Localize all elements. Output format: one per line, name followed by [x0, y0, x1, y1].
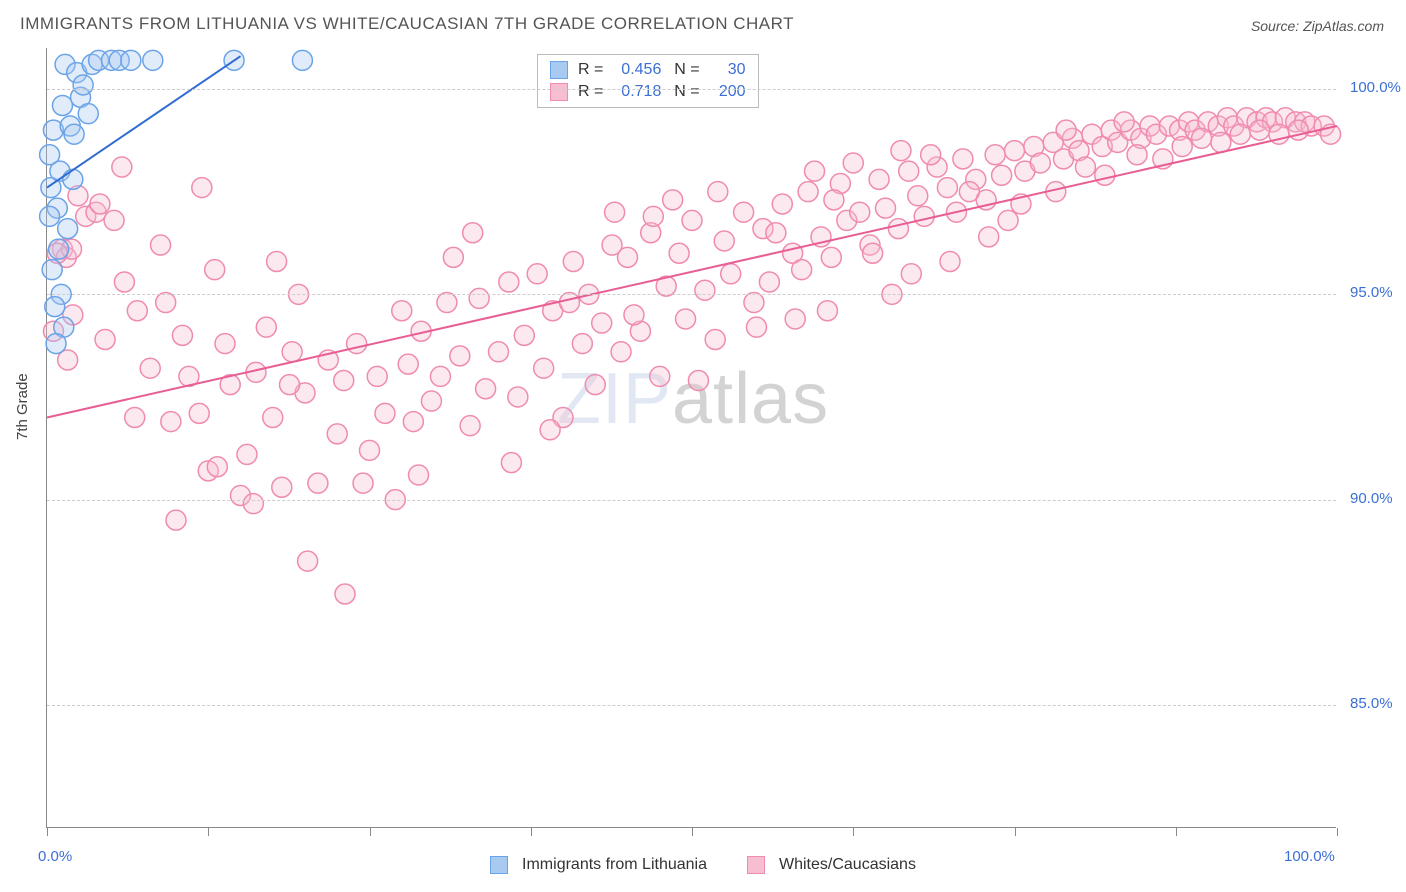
- y-axis-title: 7th Grade: [14, 373, 31, 440]
- grid-line: [47, 294, 1336, 295]
- r-label: R =: [578, 81, 603, 103]
- x-tick-label: 100.0%: [1284, 848, 1335, 865]
- n-value-2: 200: [704, 81, 746, 103]
- y-tick-label: 95.0%: [1350, 284, 1393, 301]
- x-tick: [1176, 828, 1177, 836]
- n-label: N =: [665, 59, 699, 81]
- grid-line: [47, 89, 1336, 90]
- legend-item-1: Immigrants from Lithuania: [490, 856, 707, 874]
- x-tick: [47, 828, 48, 836]
- legend-label-1: Immigrants from Lithuania: [522, 856, 707, 874]
- x-tick: [692, 828, 693, 836]
- source-label: Source: ZipAtlas.com: [1251, 18, 1384, 34]
- chart-svg: [47, 48, 1336, 827]
- swatch-series-2: [550, 83, 568, 101]
- y-tick-label: 90.0%: [1350, 490, 1393, 507]
- chart-title: IMMIGRANTS FROM LITHUANIA VS WHITE/CAUCA…: [20, 14, 794, 34]
- stats-legend: R = 0.456 N = 30 R = 0.718 N = 200: [537, 54, 759, 108]
- x-tick: [853, 828, 854, 836]
- r-value-1: 0.456: [607, 59, 661, 81]
- r-label: R =: [578, 59, 603, 81]
- y-tick-label: 100.0%: [1350, 79, 1401, 96]
- grid-line: [47, 500, 1336, 501]
- legend-item-2: Whites/Caucasians: [747, 856, 916, 874]
- n-value-1: 30: [704, 59, 746, 81]
- x-tick: [531, 828, 532, 836]
- x-tick: [1337, 828, 1338, 836]
- grid-line: [47, 705, 1336, 706]
- swatch-icon: [747, 856, 765, 874]
- x-tick: [1015, 828, 1016, 836]
- plot-area: ZIPatlas R = 0.456 N = 30 R = 0.718 N = …: [46, 48, 1336, 828]
- x-tick: [208, 828, 209, 836]
- r-value-2: 0.718: [607, 81, 661, 103]
- x-tick: [370, 828, 371, 836]
- y-tick-label: 85.0%: [1350, 695, 1393, 712]
- swatch-series-1: [550, 61, 568, 79]
- x-tick-label: 0.0%: [38, 848, 72, 865]
- swatch-icon: [490, 856, 508, 874]
- stats-row-2: R = 0.718 N = 200: [550, 81, 746, 103]
- n-label: N =: [665, 81, 699, 103]
- bottom-legend: Immigrants from Lithuania Whites/Caucasi…: [0, 856, 1406, 874]
- legend-label-2: Whites/Caucasians: [779, 856, 916, 874]
- stats-row-1: R = 0.456 N = 30: [550, 59, 746, 81]
